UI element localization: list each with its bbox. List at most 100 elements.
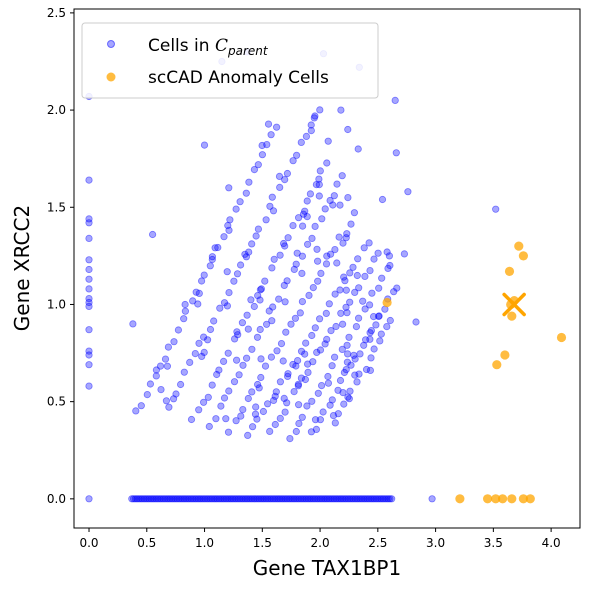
parent-cell-point [299,495,307,503]
parent-cell-point [85,302,93,310]
parent-cell-point [129,495,138,503]
parent-cell-point [280,281,288,289]
parent-cell-point [340,273,348,281]
parent-cell-point [332,495,340,503]
parent-cell-point [285,495,293,503]
parent-cell-point [316,106,324,114]
parent-cell-point [344,125,352,134]
parent-cell-point [340,400,348,408]
parent-cell-point [234,331,242,339]
parent-cell-point [185,495,193,503]
legend-marker-anomaly [106,72,116,82]
parent-cell-point [189,495,197,503]
anomaly-cell-point [455,494,465,504]
parent-cell-point [186,358,194,366]
parent-cell-point [260,495,268,503]
parent-cell-point [388,495,396,503]
parent-cell-point [85,361,93,369]
parent-cell-point [338,320,347,328]
parent-cell-point [329,201,337,209]
parent-cell-point [343,230,351,238]
parent-cell-point [266,202,274,210]
parent-cell-point [303,402,311,410]
parent-cell-point [236,495,244,503]
parent-cell-point [303,240,312,248]
parent-cell-point [150,495,158,503]
parent-cell-point [200,141,209,149]
parent-cell-point [274,495,282,503]
parent-cell-point [321,340,329,348]
parent-cell-point [342,286,350,294]
parent-cell-point [293,495,302,503]
parent-cell-point [368,289,376,297]
anomaly-cell-point [483,494,493,504]
parent-cell-point [326,401,334,409]
parent-cell-point [135,495,143,503]
parent-cell-point [233,356,241,364]
parent-cell-point [338,172,346,180]
parent-cell-point [224,221,232,230]
parent-cell-point [313,257,322,265]
parent-cell-point [293,249,301,257]
parent-cell-point [294,401,303,409]
legend-label-anomaly: scCAD Anomaly Cells [148,68,329,88]
parent-cell-point [271,495,279,503]
parent-cell-point [272,495,281,503]
parent-cell-point [259,407,267,416]
parent-cell-point [133,495,141,503]
parent-cell-point [311,222,319,230]
parent-cell-point [129,320,137,328]
parent-cell-point [282,328,290,336]
parent-cell-point [400,250,408,258]
parent-cell-point [366,366,374,374]
parent-cell-point [263,141,271,149]
parent-cell-point [286,434,294,443]
parent-cell-point [245,178,253,186]
parent-cell-point [310,114,318,122]
parent-cell-point [360,341,368,349]
parent-cell-point [428,495,436,503]
legend-frame [81,22,379,99]
parent-cell-point [261,277,269,285]
anomaly-cell-point [491,494,501,504]
parent-cell-point [213,370,221,379]
parent-cell-point [244,325,252,333]
parent-cell-point [283,399,291,407]
parent-cell-point [386,261,394,270]
parent-cell-point [201,495,209,503]
x-axis-ticks: 0.0 0.5 1.0 1.5 2.0 2.5 3.0 3.5 4.0 [79,528,561,550]
parent-cell-point [210,495,218,503]
parent-cell-point [353,271,361,280]
parent-cell-point [204,495,213,503]
parent-cell-point [206,325,215,334]
plot-frame [73,8,581,529]
parent-cell-point [275,295,283,303]
parent-cell-point [333,180,341,188]
parent-cell-point [366,335,374,343]
parent-cell-point [156,362,165,370]
parent-cell-point [198,277,206,285]
legend-marker-parent [107,40,115,48]
parent-cell-point [324,137,332,145]
parent-cell-point [350,209,358,217]
parent-cell-point [198,352,206,360]
parent-cell-point [370,345,378,353]
parent-cell-point [172,390,180,398]
y-axis-ticks: 0.0 0.5 1.0 1.5 2.0 2.5 [47,6,74,506]
parent-cell-point [332,322,340,331]
parent-cell-point [322,309,330,317]
parent-cell-point [374,495,382,503]
annotation-layer [502,292,526,317]
parent-cell-point [230,378,239,386]
parent-cell-point [349,495,357,503]
parent-cell-point [412,318,420,326]
parent-cell-point [255,495,263,503]
parent-cell-point [261,362,270,370]
parent-cell-point [328,495,336,503]
parent-cell-point [194,300,202,308]
parent-cell-point [204,336,212,344]
parent-cell-point [281,298,289,306]
parent-cell-point [305,291,313,299]
parent-cell-point [304,368,312,376]
